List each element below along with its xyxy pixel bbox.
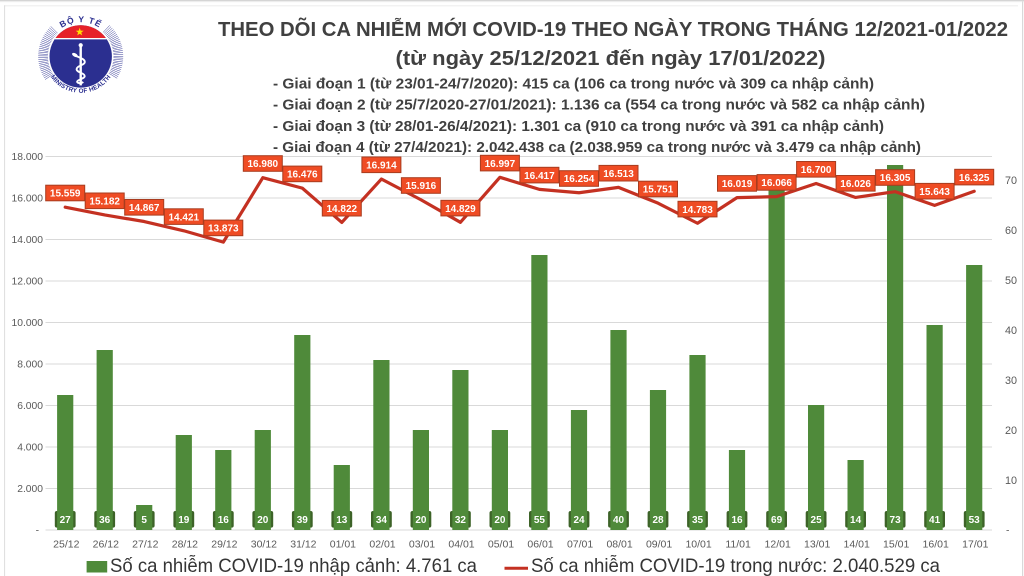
svg-text:70: 70	[1005, 175, 1017, 187]
svg-text:40: 40	[1005, 325, 1017, 337]
svg-text:16.513: 16.513	[603, 169, 634, 180]
svg-text:16.254: 16.254	[564, 174, 595, 185]
svg-text:Số ca nhiễm COVID-19 nhập cảnh: Số ca nhiễm COVID-19 nhập cảnh: 4.761 ca	[110, 554, 477, 576]
svg-text:11/01: 11/01	[725, 539, 751, 551]
svg-text:14.822: 14.822	[327, 204, 358, 215]
svg-text:26/12: 26/12	[93, 539, 119, 551]
svg-text:31/12: 31/12	[290, 539, 316, 551]
svg-text:06/01: 06/01	[527, 539, 553, 551]
svg-text:15/01: 15/01	[883, 539, 909, 551]
svg-text:20: 20	[257, 515, 269, 526]
svg-text:39: 39	[297, 515, 309, 526]
svg-text:14.000: 14.000	[12, 235, 44, 246]
svg-text:12/01: 12/01	[765, 539, 791, 551]
svg-text:(từ ngày 25/12/2021 đến ngày 1: (từ ngày 25/12/2021 đến ngày 17/01/2022)	[396, 47, 826, 70]
svg-text:12.000: 12.000	[12, 277, 44, 288]
svg-text:-: -	[1006, 526, 1009, 537]
svg-text:16.019: 16.019	[722, 179, 753, 190]
svg-text:14.421: 14.421	[169, 212, 200, 223]
svg-text:27/12: 27/12	[132, 539, 158, 551]
svg-text:29/12: 29/12	[211, 539, 237, 551]
svg-text:50: 50	[1005, 275, 1017, 287]
svg-text:-: -	[36, 526, 39, 537]
svg-text:69: 69	[771, 515, 783, 526]
svg-text:14.867: 14.867	[129, 203, 160, 214]
svg-text:16.914: 16.914	[366, 161, 397, 172]
svg-text:16.997: 16.997	[485, 159, 516, 170]
svg-text:16: 16	[731, 515, 743, 526]
svg-text:- Giai đoạn 1 (từ 23/01-24/7/2: - Giai đoạn 1 (từ 23/01-24/7/2020): 415 …	[273, 76, 874, 92]
svg-text:15.559: 15.559	[50, 189, 81, 200]
svg-text:13/01: 13/01	[804, 539, 830, 551]
svg-text:14.783: 14.783	[682, 205, 713, 216]
svg-text:17/01: 17/01	[962, 539, 988, 551]
svg-text:03/01: 03/01	[409, 539, 435, 551]
svg-text:16.305: 16.305	[880, 173, 911, 184]
svg-text:20: 20	[494, 515, 506, 526]
svg-text:13.873: 13.873	[208, 224, 239, 235]
svg-text:40: 40	[613, 515, 625, 526]
svg-text:15.751: 15.751	[643, 185, 674, 196]
svg-text:THEO DÕI CA NHIỄM MỚI COVID-19: THEO DÕI CA NHIỄM MỚI COVID-19 THEO NGÀY…	[218, 17, 1008, 41]
svg-text:25/12: 25/12	[53, 539, 79, 551]
svg-text:41: 41	[929, 515, 941, 526]
svg-text:14.829: 14.829	[445, 204, 476, 215]
svg-text:04/01: 04/01	[448, 539, 474, 551]
svg-text:07/01: 07/01	[567, 539, 593, 551]
svg-text:15.643: 15.643	[919, 187, 950, 198]
svg-text:10/01: 10/01	[685, 539, 711, 551]
svg-text:14: 14	[850, 515, 862, 526]
svg-text:- Giai đoạn 3 (từ 28/01-26/4/2: - Giai đoạn 3 (từ 28/01-26/4/2021): 1.30…	[273, 119, 884, 135]
svg-text:16.066: 16.066	[761, 178, 792, 189]
svg-text:4.000: 4.000	[17, 443, 43, 454]
svg-text:18.000: 18.000	[12, 152, 44, 163]
svg-text:- Giai đoạn 4 (từ 27/4/2021):: - Giai đoạn 4 (từ 27/4/2021): 2.042.438 …	[273, 140, 921, 156]
svg-text:15.916: 15.916	[406, 181, 437, 192]
svg-text:73: 73	[890, 515, 902, 526]
svg-text:20: 20	[1005, 425, 1017, 437]
svg-text:8.000: 8.000	[17, 360, 43, 371]
svg-text:28/12: 28/12	[172, 539, 198, 551]
svg-text:14/01: 14/01	[844, 539, 870, 551]
svg-text:25: 25	[811, 515, 823, 526]
svg-text:60: 60	[1005, 225, 1017, 237]
svg-text:2.000: 2.000	[17, 484, 43, 495]
svg-text:16.325: 16.325	[959, 173, 990, 184]
svg-text:35: 35	[692, 515, 704, 526]
svg-text:19: 19	[178, 515, 190, 526]
svg-text:16.000: 16.000	[12, 194, 44, 205]
svg-text:16.476: 16.476	[287, 170, 318, 181]
svg-text:16.700: 16.700	[801, 165, 832, 176]
svg-text:10: 10	[1005, 475, 1017, 487]
svg-text:16.026: 16.026	[840, 179, 871, 190]
svg-text:01/01: 01/01	[330, 539, 356, 551]
svg-text:24: 24	[573, 515, 585, 526]
svg-text:15.182: 15.182	[89, 197, 120, 208]
svg-text:36: 36	[99, 515, 111, 526]
svg-text:20: 20	[415, 515, 427, 526]
svg-text:16: 16	[218, 515, 230, 526]
svg-text:5: 5	[141, 515, 147, 526]
svg-text:30/12: 30/12	[251, 539, 277, 551]
svg-text:53: 53	[969, 515, 981, 526]
svg-text:28: 28	[652, 515, 664, 526]
svg-text:10.000: 10.000	[12, 318, 44, 329]
svg-text:BỘ Y TẾ: BỘ Y TẾ	[58, 14, 104, 30]
svg-text:16.417: 16.417	[524, 171, 555, 182]
svg-text:30: 30	[1005, 375, 1017, 387]
svg-text:- Giai đoạn 2 (từ 25/7/2020-27: - Giai đoạn 2 (từ 25/7/2020-27/01/2021):…	[273, 98, 925, 114]
svg-text:13: 13	[336, 515, 348, 526]
svg-text:02/01: 02/01	[369, 539, 395, 551]
svg-text:16/01: 16/01	[923, 539, 949, 551]
svg-text:09/01: 09/01	[646, 539, 672, 551]
svg-text:05/01: 05/01	[488, 539, 514, 551]
svg-text:08/01: 08/01	[606, 539, 632, 551]
svg-text:16.980: 16.980	[248, 159, 279, 170]
svg-text:6.000: 6.000	[17, 401, 43, 412]
svg-text:27: 27	[60, 515, 72, 526]
svg-text:55: 55	[534, 515, 546, 526]
svg-text:34: 34	[376, 515, 388, 526]
svg-text:Số ca nhiễm COVID-19 trong nướ: Số ca nhiễm COVID-19 trong nước: 2.040.5…	[531, 554, 940, 576]
svg-text:32: 32	[455, 515, 467, 526]
